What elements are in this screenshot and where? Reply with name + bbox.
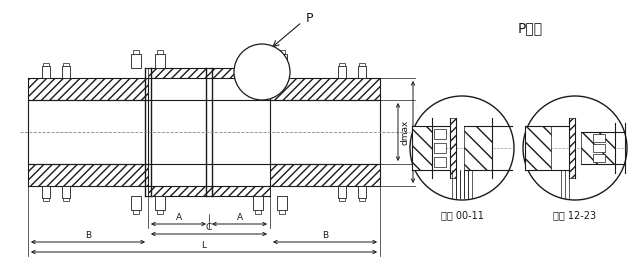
Bar [157,50,163,54]
Bar [155,54,165,68]
Text: B: B [85,231,91,240]
Bar [339,63,345,66]
Bar [255,210,261,214]
Bar [155,196,165,210]
Bar [148,68,270,78]
Bar [131,196,141,210]
Bar [133,50,139,54]
Bar [358,66,366,78]
Bar [42,186,50,198]
Bar [339,198,345,201]
Bar [253,196,263,210]
Bar [43,63,49,66]
Bar [131,54,141,68]
Bar [62,66,70,78]
Bar [279,50,285,54]
Bar [450,118,456,178]
Text: dmax: dmax [400,119,409,145]
Text: D: D [415,129,424,135]
Bar [412,126,432,170]
Bar [593,154,605,162]
Bar [43,198,49,201]
Bar [338,186,346,198]
Bar [42,66,50,78]
Bar [581,132,615,164]
Bar [133,210,139,214]
Bar [255,50,261,54]
Bar [253,54,263,68]
Bar [157,210,163,214]
Ellipse shape [410,96,514,200]
Bar [464,126,492,170]
Bar [62,186,70,198]
Bar [28,78,148,100]
Bar [63,63,69,66]
Bar [279,210,285,214]
Bar [434,143,446,153]
Bar [28,164,148,186]
Bar [359,63,365,66]
Bar [593,144,605,152]
Text: P放大: P放大 [517,21,543,35]
Text: A: A [236,213,243,222]
Bar [277,196,287,210]
Text: B: B [322,231,328,240]
Bar [593,134,605,142]
Ellipse shape [523,96,627,200]
Text: 规格 12-23: 规格 12-23 [554,210,596,220]
Bar [277,54,287,68]
Bar [338,66,346,78]
Text: L: L [202,241,207,250]
Text: 规格 00-11: 规格 00-11 [440,210,483,220]
Bar [63,198,69,201]
Bar [434,157,446,167]
Bar [358,186,366,198]
Text: P: P [306,12,314,24]
Bar [525,126,551,170]
Bar [148,186,270,196]
Bar [569,118,575,178]
Bar [270,78,380,100]
Ellipse shape [234,44,290,100]
Bar [270,164,380,186]
Text: C: C [206,223,212,232]
Text: A: A [175,213,182,222]
Bar [434,129,446,139]
Bar [359,198,365,201]
